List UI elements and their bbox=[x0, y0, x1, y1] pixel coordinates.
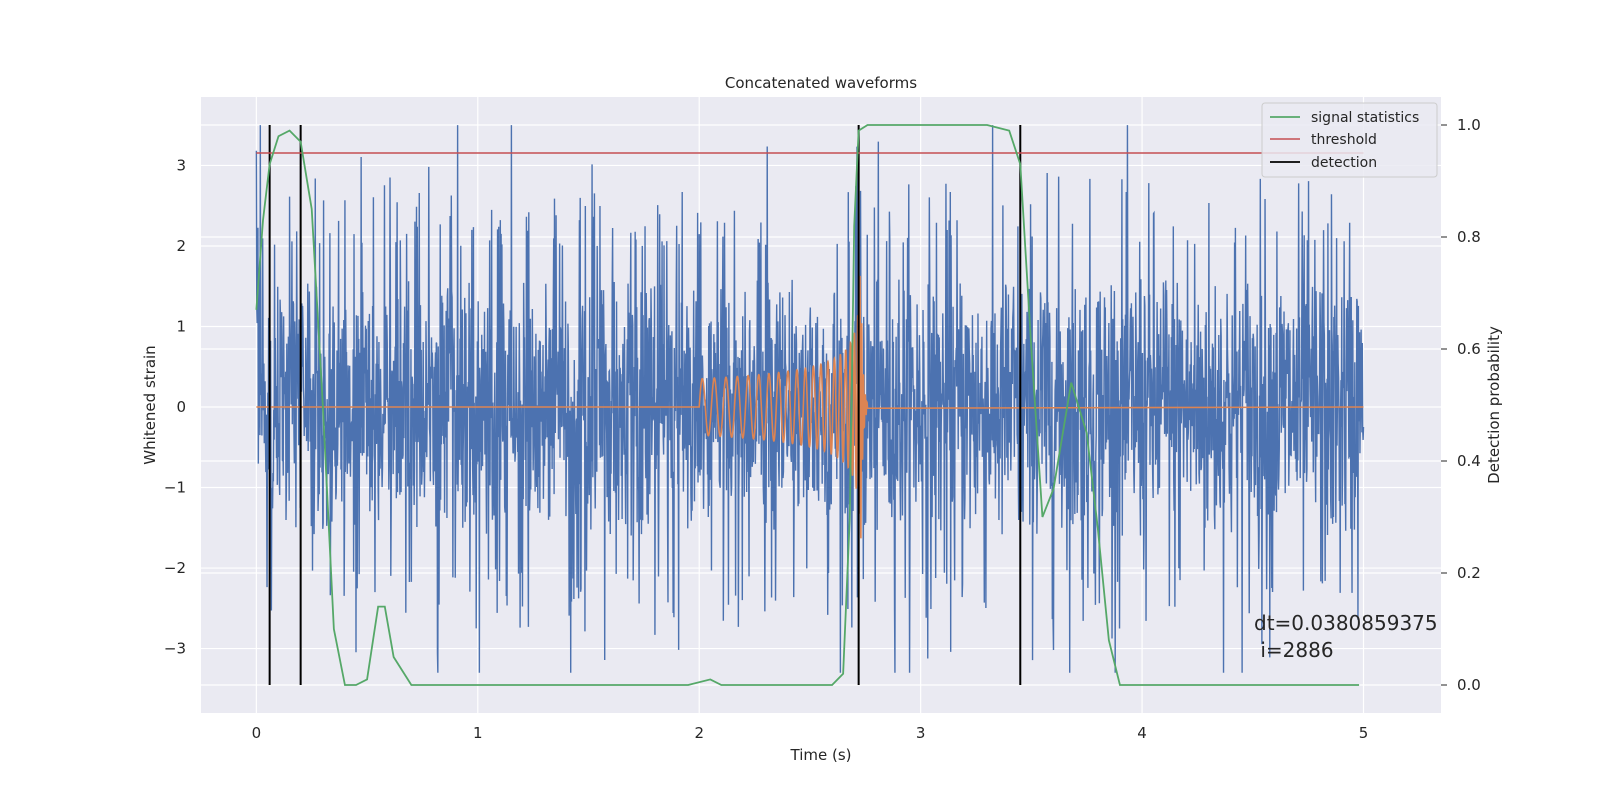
y-left-axis-title: Whitened strain bbox=[141, 345, 159, 464]
legend: signal statistics threshold detection bbox=[1261, 102, 1438, 178]
y-left-tick-label: −2 bbox=[164, 559, 186, 577]
y-left-tick-label: 2 bbox=[176, 237, 186, 255]
y-left-tick-label: 3 bbox=[176, 156, 186, 174]
x-tick-label: 2 bbox=[694, 724, 704, 742]
y-right-axis-ticks: 0.0 0.2 0.4 0.6 0.8 1.0 bbox=[1441, 116, 1481, 694]
x-axis-ticks: 0 1 2 3 4 5 bbox=[252, 724, 1369, 742]
noisy-strain-series bbox=[255, 125, 1365, 673]
chart-title: Concatenated waveforms bbox=[725, 74, 917, 92]
y-left-axis-ticks: −3 −2 −1 0 1 2 3 bbox=[164, 156, 186, 657]
legend-box bbox=[1261, 102, 1438, 178]
detection-lines bbox=[268, 125, 1022, 685]
y-right-tick-label: 0.4 bbox=[1457, 452, 1481, 470]
y-left-tick-label: −1 bbox=[164, 479, 186, 497]
annotation-index: i=2886 bbox=[1254, 638, 1334, 662]
x-axis-title: Time (s) bbox=[790, 746, 852, 764]
y-right-tick-label: 0.2 bbox=[1457, 564, 1481, 582]
y-right-tick-label: 0.0 bbox=[1457, 676, 1481, 694]
x-tick-label: 0 bbox=[252, 724, 262, 742]
x-tick-label: 1 bbox=[473, 724, 483, 742]
y-left-tick-label: 1 bbox=[176, 317, 186, 335]
legend-label-threshold: threshold bbox=[1311, 132, 1377, 148]
y-right-tick-label: 0.6 bbox=[1457, 340, 1481, 358]
x-tick-label: 5 bbox=[1359, 724, 1369, 742]
x-tick-label: 4 bbox=[1137, 724, 1147, 742]
x-tick-label: 3 bbox=[916, 724, 926, 742]
annotation-dt: dt=0.0380859375 bbox=[1254, 611, 1438, 635]
y-left-tick-label: −3 bbox=[164, 640, 186, 658]
y-left-tick-label: 0 bbox=[176, 398, 186, 416]
y-right-tick-label: 0.8 bbox=[1457, 228, 1481, 246]
plot-layer bbox=[255, 124, 1365, 686]
signal-statistics-series bbox=[255, 124, 1360, 686]
legend-label-signal-statistics: signal statistics bbox=[1311, 110, 1419, 126]
y-right-axis-title: Detection probability bbox=[1485, 326, 1503, 484]
y-right-tick-label: 1.0 bbox=[1457, 116, 1481, 134]
legend-label-detection: detection bbox=[1311, 155, 1377, 171]
injected-chirp-series bbox=[256, 275, 1364, 539]
